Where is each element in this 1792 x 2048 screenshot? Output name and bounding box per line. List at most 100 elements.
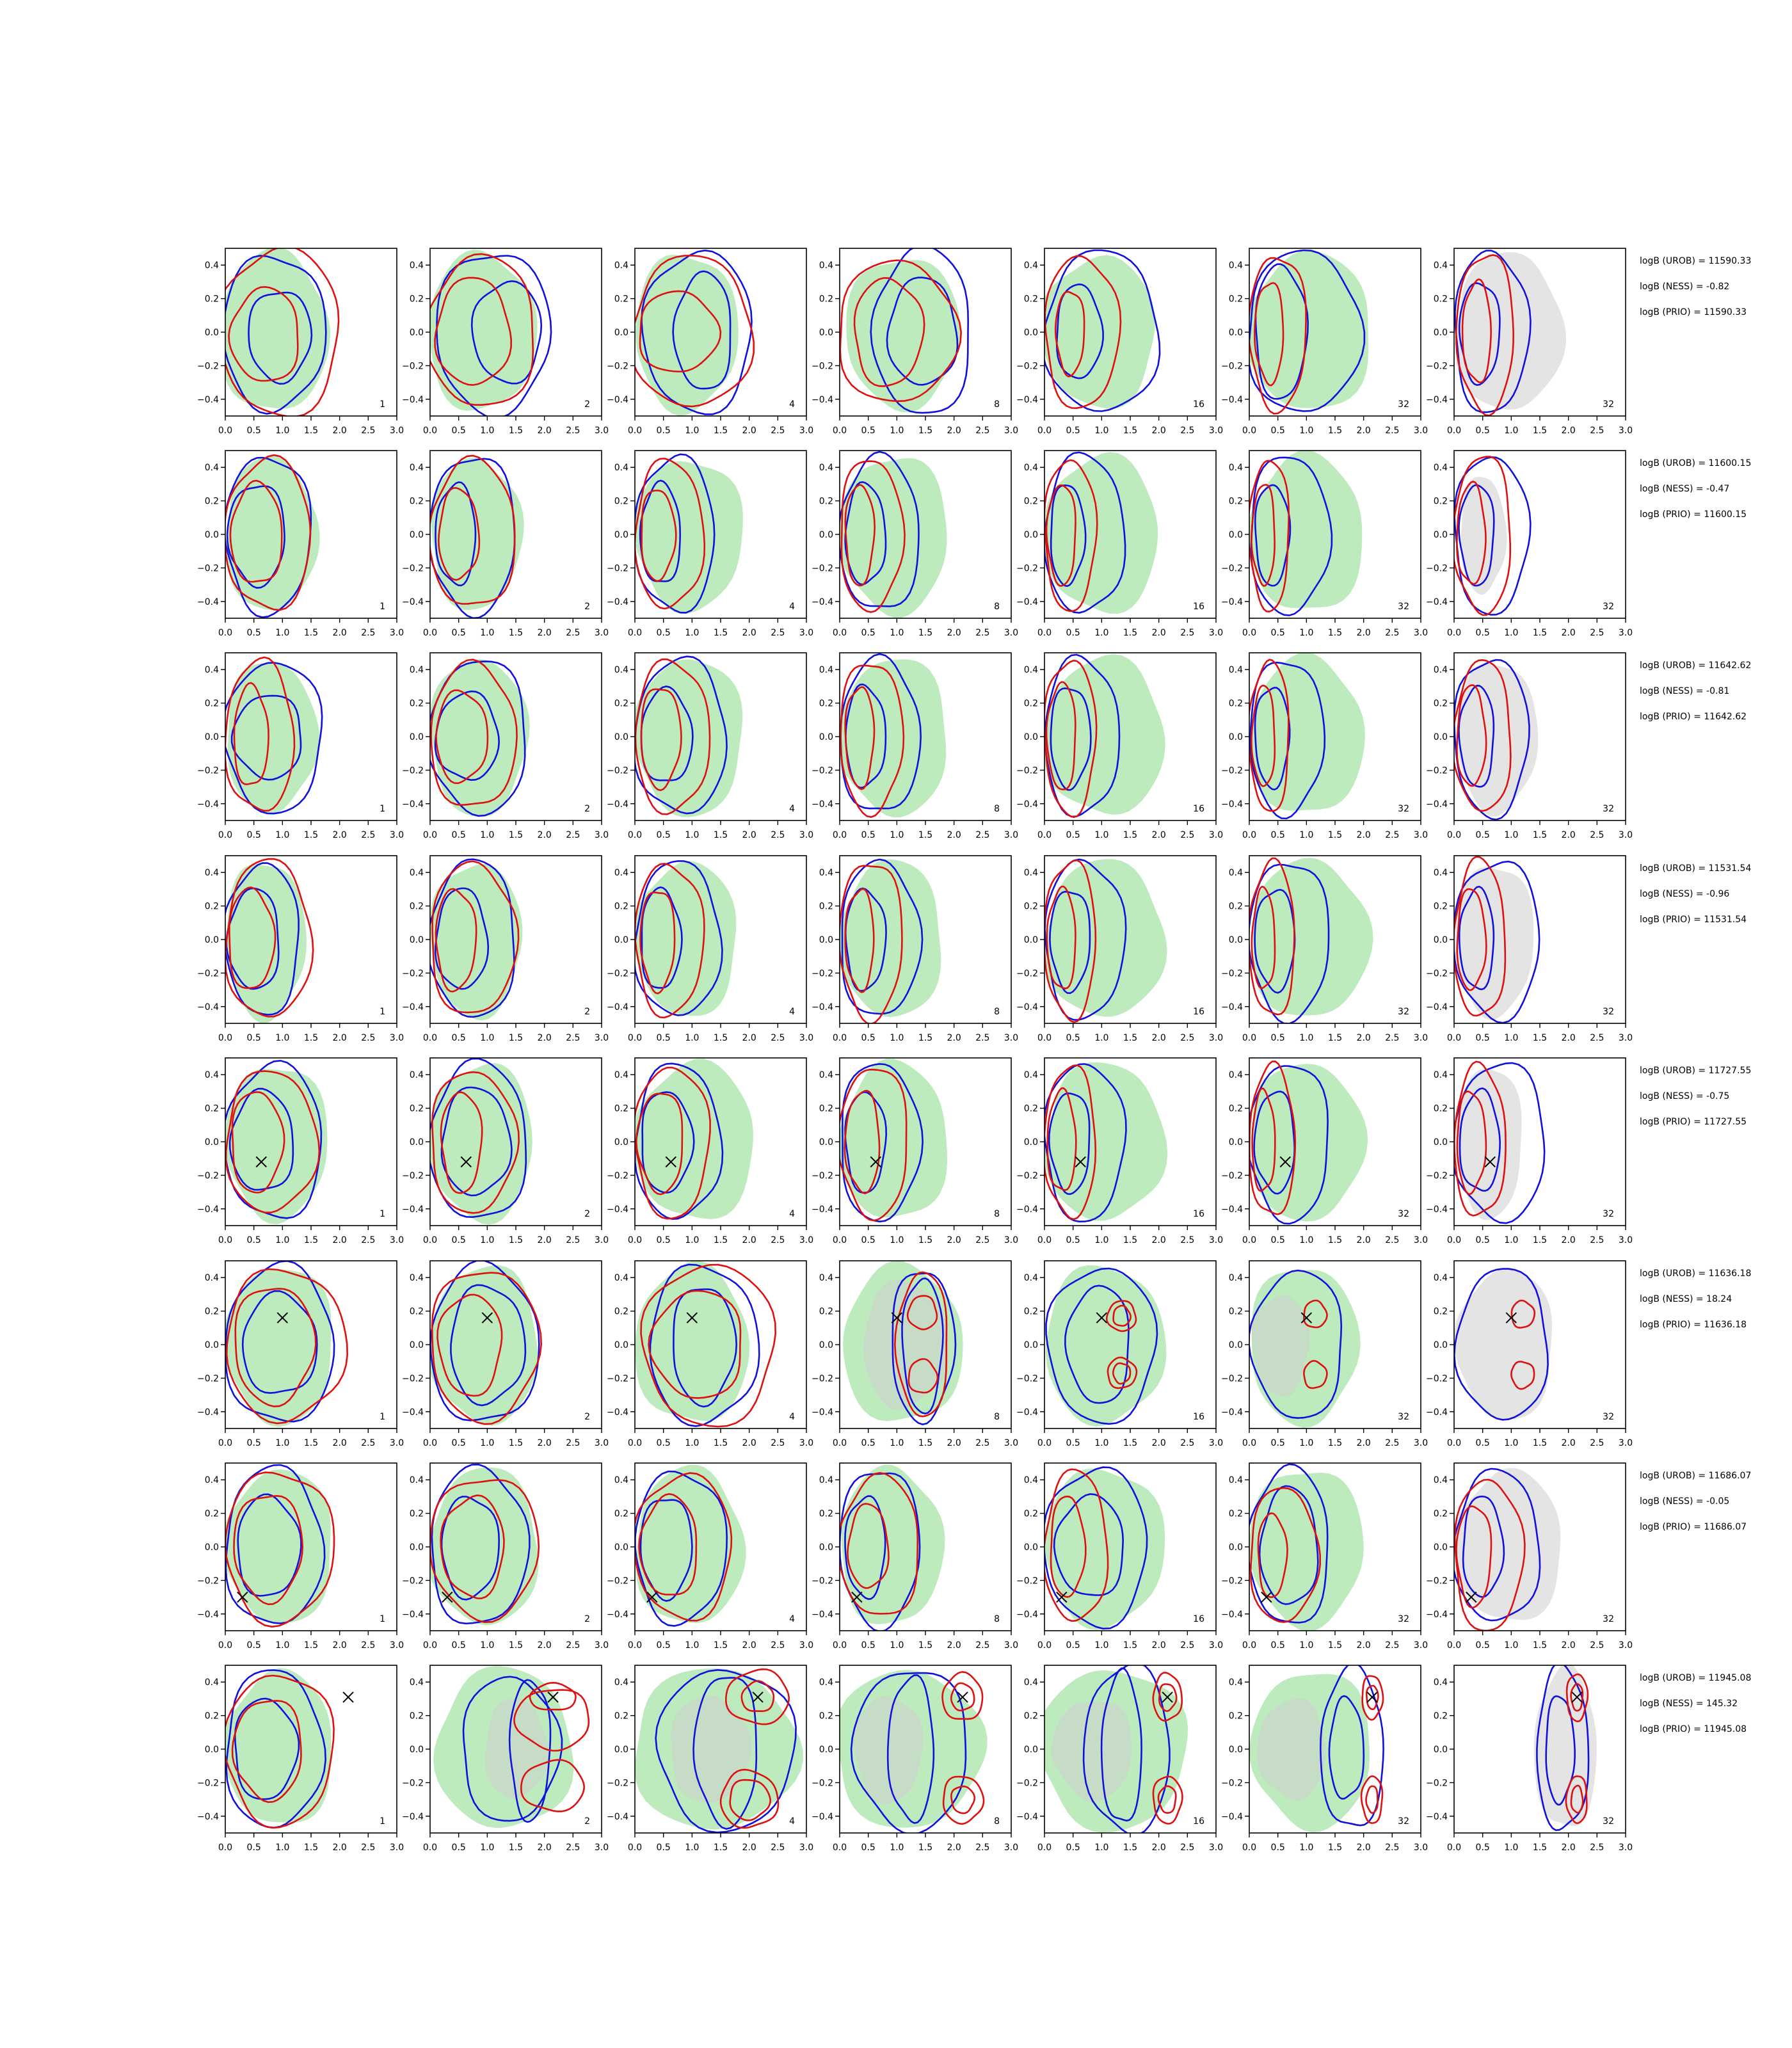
green-region bbox=[226, 864, 307, 1023]
panel-r4-c5: 0.0 0.5 1.0 1.5 2.0 2.5 3.0 −0.4 −0.2 0.0 0.2 0.4 16 bbox=[1016, 855, 1223, 1043]
plot-area bbox=[1454, 456, 1532, 616]
true-value-cross bbox=[442, 1591, 453, 1603]
logB-text: logB (PRIO) = 11600.15 bbox=[1640, 509, 1747, 520]
x-tick-label: 1.0 bbox=[890, 1033, 904, 1043]
red-contour bbox=[233, 1494, 304, 1606]
x-tick-label: 3.0 bbox=[1619, 426, 1633, 436]
green-region bbox=[1249, 451, 1363, 609]
x-tick-label: 3.0 bbox=[1414, 628, 1428, 638]
y-tick-label: −0.2 bbox=[1016, 563, 1038, 573]
x-tick-label: 0.5 bbox=[861, 426, 876, 436]
y-tick-label: 0.0 bbox=[1434, 1745, 1448, 1755]
x-tick-label: 3.0 bbox=[1209, 1033, 1223, 1043]
x-tick-label: 2.0 bbox=[1152, 830, 1166, 840]
y-tick-label: 0.4 bbox=[819, 1677, 833, 1688]
x-tick-label: 2.5 bbox=[975, 1438, 989, 1448]
x-tick-label: 0.0 bbox=[1447, 1438, 1461, 1448]
y-tick-label: 0.4 bbox=[1434, 1677, 1448, 1688]
row-1: 0.0 0.5 1.0 1.5 2.0 2.5 3.0−0.4−0.20.00.20.410… bbox=[197, 248, 1751, 436]
x-tick-label: 0.0 bbox=[833, 426, 847, 436]
panel-r3-c5: 0.0 0.5 1.0 1.5 2.0 2.5 3.0 −0.4 −0.2 0.0 0.2 0.4 16 bbox=[1016, 652, 1223, 840]
y-tick-label: 0.4 bbox=[614, 260, 628, 271]
y-tick-label: −0.4 bbox=[1221, 597, 1243, 607]
true-value-cross bbox=[686, 1312, 698, 1324]
red-contour bbox=[719, 1768, 780, 1829]
blue-contour bbox=[672, 270, 732, 390]
x-tick-label: 0.0 bbox=[218, 1438, 232, 1448]
y-tick-label: 0.4 bbox=[819, 1273, 833, 1283]
blue-contour bbox=[1536, 1665, 1590, 1832]
panel-r7-c6: 0.0 0.5 1.0 1.5 2.0 2.5 3.0 −0.4 −0.2 0.0 0.2 0.4 32 bbox=[1221, 1462, 1428, 1651]
y-tick-label: −0.2 bbox=[402, 1171, 424, 1181]
true-value-cross bbox=[481, 1312, 493, 1324]
x-tick-label: 1.0 bbox=[1504, 1640, 1518, 1651]
x-tick-label: 1.5 bbox=[304, 1843, 318, 1853]
red-contour bbox=[853, 276, 925, 387]
x-tick-label: 2.0 bbox=[333, 1235, 347, 1245]
y-tick-label: 0.0 bbox=[1229, 1542, 1243, 1553]
x-tick-label: 2.0 bbox=[333, 830, 347, 840]
plot-area bbox=[843, 1261, 963, 1425]
x-tick-label: 0.0 bbox=[423, 830, 437, 840]
green-region bbox=[431, 458, 524, 610]
x-tick-label: 3.0 bbox=[1414, 426, 1428, 436]
gray-region bbox=[1454, 1268, 1553, 1420]
red-contour bbox=[228, 285, 299, 382]
y-tick-label: −0.2 bbox=[402, 1576, 424, 1586]
x-tick-label: 1.5 bbox=[509, 1640, 523, 1651]
y-tick-label: 0.0 bbox=[410, 935, 424, 945]
x-tick-label: 2.5 bbox=[1590, 1033, 1604, 1043]
y-tick-label: −0.2 bbox=[1426, 1171, 1448, 1181]
y-tick-label: 0.2 bbox=[1434, 1711, 1448, 1722]
x-tick-label: 0.0 bbox=[833, 1843, 847, 1853]
y-tick-label: 0.2 bbox=[1229, 497, 1243, 507]
red-contour bbox=[229, 479, 283, 583]
x-tick-label: 1.0 bbox=[1094, 1235, 1108, 1245]
red-contour bbox=[430, 253, 534, 406]
red-contour bbox=[1454, 659, 1512, 812]
y-tick-label: −0.4 bbox=[197, 1002, 219, 1012]
x-tick-label: 0.0 bbox=[423, 1843, 437, 1853]
y-tick-label: 0.2 bbox=[1229, 1711, 1243, 1722]
y-tick-label: −0.4 bbox=[197, 597, 219, 607]
true-value-cross bbox=[957, 1692, 968, 1703]
x-tick-label: 3.0 bbox=[390, 1235, 404, 1245]
x-tick-label: 0.0 bbox=[218, 426, 232, 436]
y-tick-label: −0.4 bbox=[812, 1610, 833, 1620]
x-tick-label: 0.0 bbox=[1037, 1235, 1052, 1245]
y-tick-label: −0.2 bbox=[197, 1576, 219, 1586]
y-tick-label: 0.2 bbox=[410, 699, 424, 709]
y-tick-label: 0.2 bbox=[1024, 1307, 1038, 1317]
panel-number: 2 bbox=[584, 804, 590, 814]
y-tick-label: 0.2 bbox=[1229, 699, 1243, 709]
y-tick-label: 0.4 bbox=[205, 463, 219, 473]
true-value-cross bbox=[1571, 1692, 1583, 1703]
y-tick-label: 0.4 bbox=[614, 1070, 628, 1080]
x-tick-label: 1.5 bbox=[509, 830, 523, 840]
x-tick-label: 1.5 bbox=[1533, 1438, 1547, 1448]
green-region bbox=[1044, 859, 1167, 1017]
red-contour bbox=[1054, 291, 1085, 378]
x-tick-label: 1.0 bbox=[890, 628, 904, 638]
panel-r4-c6: 0.0 0.5 1.0 1.5 2.0 2.5 3.0 −0.4 −0.2 0.0 0.2 0.4 32 bbox=[1221, 855, 1428, 1043]
red-contour bbox=[941, 1671, 984, 1720]
green-region bbox=[841, 1464, 945, 1624]
x-tick-label: 2.0 bbox=[1152, 628, 1166, 638]
logB-text: logB (UROB) = 11590.33 bbox=[1640, 256, 1751, 266]
blue-contour bbox=[1458, 484, 1495, 587]
x-tick-label: 2.5 bbox=[566, 426, 580, 436]
x-tick-label: 1.5 bbox=[304, 1033, 318, 1043]
y-tick-label: 0.2 bbox=[410, 902, 424, 912]
blue-contour bbox=[430, 1058, 527, 1219]
blue-contour bbox=[225, 255, 327, 415]
x-tick-label: 0.5 bbox=[861, 830, 876, 840]
x-tick-label: 1.0 bbox=[275, 1033, 289, 1043]
panel-number: 2 bbox=[584, 1816, 590, 1827]
x-tick-label: 2.5 bbox=[1180, 1235, 1194, 1245]
x-tick-label: 0.0 bbox=[423, 1033, 437, 1043]
red-contour bbox=[225, 1674, 335, 1829]
x-tick-label: 1.5 bbox=[1123, 1843, 1137, 1853]
x-tick-label: 1.0 bbox=[1094, 426, 1108, 436]
plot-area bbox=[1044, 451, 1158, 614]
x-tick-label: 3.0 bbox=[390, 1843, 404, 1853]
